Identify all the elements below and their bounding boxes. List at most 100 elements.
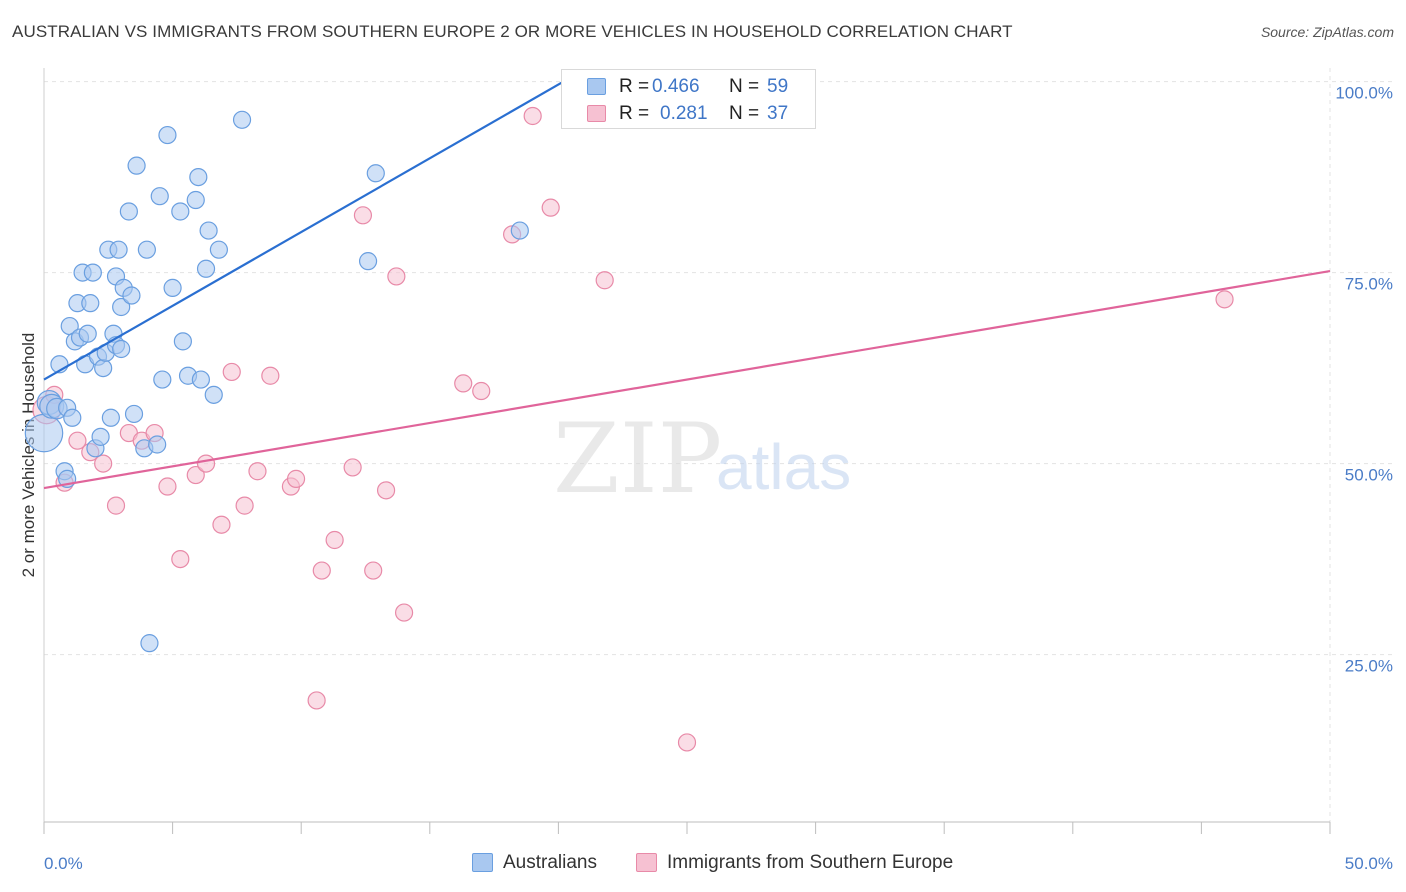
point-immigrants <box>394 603 414 622</box>
point-immigrants <box>376 481 396 500</box>
point-australians <box>94 359 113 378</box>
point-australians <box>209 240 228 259</box>
point-australians <box>127 156 146 175</box>
point-immigrants <box>235 496 254 515</box>
point-australians <box>232 110 252 129</box>
y-tick-labels: 25.0% 50.0% 75.0% 100.0% <box>1335 84 1393 676</box>
y-tick-label: 25.0% <box>1345 657 1393 676</box>
point-australians <box>109 240 128 259</box>
point-immigrants <box>196 454 216 473</box>
watermark-atlas: atlas <box>716 431 851 503</box>
legend-r-value: 0.281 <box>660 103 708 124</box>
point-immigrants <box>94 454 113 473</box>
point-australians <box>199 221 218 240</box>
point-immigrants <box>248 462 267 481</box>
x-tick-label-min: 0.0% <box>44 854 83 873</box>
point-australians <box>124 404 144 424</box>
point-australians <box>91 427 110 446</box>
point-immigrants <box>312 561 331 580</box>
legend-n-label: N = <box>729 103 760 124</box>
point-australians <box>191 370 210 389</box>
bottom-legend-label-immigrants: Immigrants from Southern Europe <box>667 852 954 873</box>
point-immigrants <box>286 469 306 488</box>
x-tick-labels: 0.0% 50.0% <box>44 854 1393 873</box>
point-australians <box>173 332 192 351</box>
point-immigrants <box>222 362 241 382</box>
point-australians <box>150 187 169 206</box>
point-immigrants <box>595 271 614 290</box>
point-immigrants <box>454 374 473 393</box>
point-australians <box>366 164 385 183</box>
legend-n-value: 59 <box>767 76 789 97</box>
bottom-legend: Australians Immigrants from Southern Eur… <box>0 850 1406 880</box>
point-australians <box>112 339 131 359</box>
point-australians <box>140 634 159 653</box>
point-australians <box>81 294 100 313</box>
point-australians <box>112 297 131 317</box>
point-australians <box>148 435 167 454</box>
legend-r-value: 0.466 <box>652 76 700 97</box>
point-immigrants <box>353 206 373 225</box>
trendline-australians <box>43 80 565 381</box>
legend-n-value: 37 <box>767 103 789 124</box>
series-australians-points <box>24 110 529 653</box>
point-australians <box>163 278 182 297</box>
point-immigrants <box>212 515 231 534</box>
point-australians <box>204 385 223 404</box>
point-australians <box>83 263 102 282</box>
point-australians <box>78 324 97 343</box>
point-immigrants <box>387 267 406 286</box>
legend-r-label: R = <box>619 76 650 97</box>
point-immigrants <box>106 496 126 515</box>
point-australians <box>24 413 64 453</box>
point-australians <box>63 408 82 427</box>
point-australians <box>171 202 190 221</box>
point-australians <box>186 190 205 210</box>
bottom-legend-label-australians: Australians <box>503 852 597 873</box>
point-australians <box>122 286 141 305</box>
point-australians <box>510 221 529 240</box>
watermark: ZIP atlas <box>553 403 851 515</box>
point-australians <box>189 168 208 187</box>
trendline-immigrants <box>43 269 1331 490</box>
point-australians <box>119 202 138 221</box>
bottom-legend-swatch-australians <box>472 853 493 872</box>
point-australians <box>358 252 378 271</box>
point-immigrants <box>541 198 560 217</box>
chart-title: AUSTRALIAN VS IMMIGRANTS FROM SOUTHERN E… <box>12 22 1013 41</box>
point-immigrants <box>325 530 344 550</box>
chart-source: Source: ZipAtlas.com <box>1260 24 1394 40</box>
correlation-legend: R = 0.466 N = 59 R = 0.281 N = 37 <box>561 69 816 129</box>
x-tick-label-max: 50.0% <box>1345 854 1393 873</box>
y-tick-label: 100.0% <box>1335 84 1393 103</box>
point-australians <box>153 370 172 389</box>
point-immigrants <box>364 561 383 580</box>
y-axis-title: 2 or more Vehicles in Household <box>19 333 38 578</box>
point-immigrants <box>343 458 362 477</box>
point-australians <box>137 240 156 259</box>
legend-n-label: N = <box>729 76 760 97</box>
bottom-legend-swatch-immigrants <box>636 853 657 872</box>
point-immigrants <box>1215 290 1234 309</box>
legend-swatch-blue <box>587 78 606 95</box>
point-australians <box>101 408 120 427</box>
point-immigrants <box>261 366 280 385</box>
trendlines <box>43 80 1331 490</box>
legend-r-label: R = <box>619 103 650 124</box>
point-immigrants <box>158 477 177 496</box>
point-immigrants <box>523 106 542 126</box>
point-immigrants <box>171 549 190 569</box>
point-immigrants <box>68 431 87 450</box>
y-tick-label: 50.0% <box>1345 466 1393 485</box>
point-australians <box>158 125 177 145</box>
legend-row-immigrants: R = 0.281 N = 37 <box>562 101 815 127</box>
point-immigrants <box>186 465 205 485</box>
point-immigrants <box>472 381 491 401</box>
legend-row-australians: R = 0.466 N = 59 <box>562 74 815 100</box>
watermark-zip: ZIP <box>553 403 722 515</box>
point-australians <box>196 259 216 278</box>
legend-swatch-pink <box>587 105 606 122</box>
y-tick-label: 75.0% <box>1345 275 1393 294</box>
point-immigrants <box>307 691 326 710</box>
